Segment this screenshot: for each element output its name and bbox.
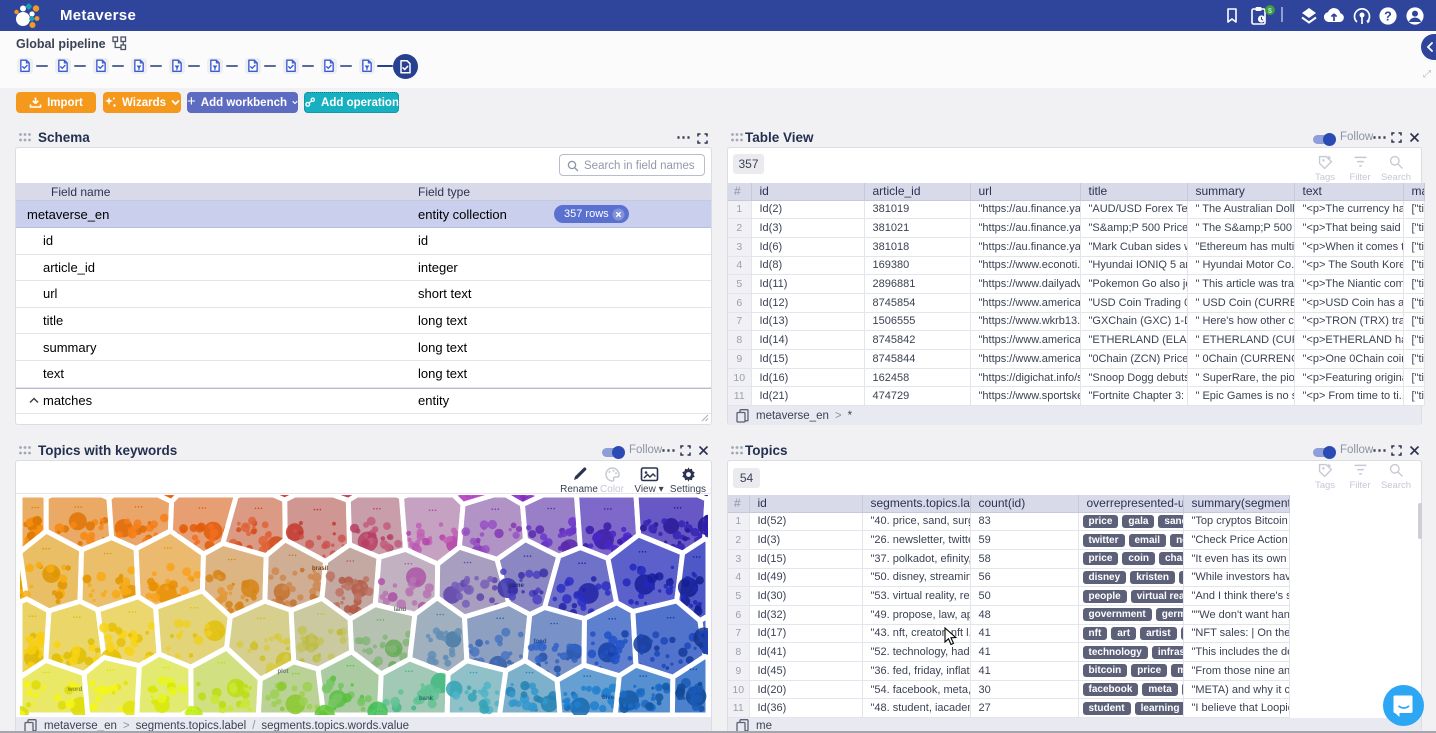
svg-text:word: word xyxy=(67,687,83,693)
svg-text:bank: bank xyxy=(419,696,434,702)
svg-text:dive: dive xyxy=(602,695,615,701)
svg-text:brasil: brasil xyxy=(312,566,328,572)
svg-text:$: $ xyxy=(1268,8,1272,15)
svg-text:elect: elect xyxy=(677,696,691,702)
svg-text:?: ? xyxy=(1384,9,1392,23)
svg-text:land: land xyxy=(394,607,407,613)
svg-text:plot: plot xyxy=(278,669,289,675)
svg-text:food: food xyxy=(534,639,547,645)
svg-text:game: game xyxy=(508,583,524,589)
